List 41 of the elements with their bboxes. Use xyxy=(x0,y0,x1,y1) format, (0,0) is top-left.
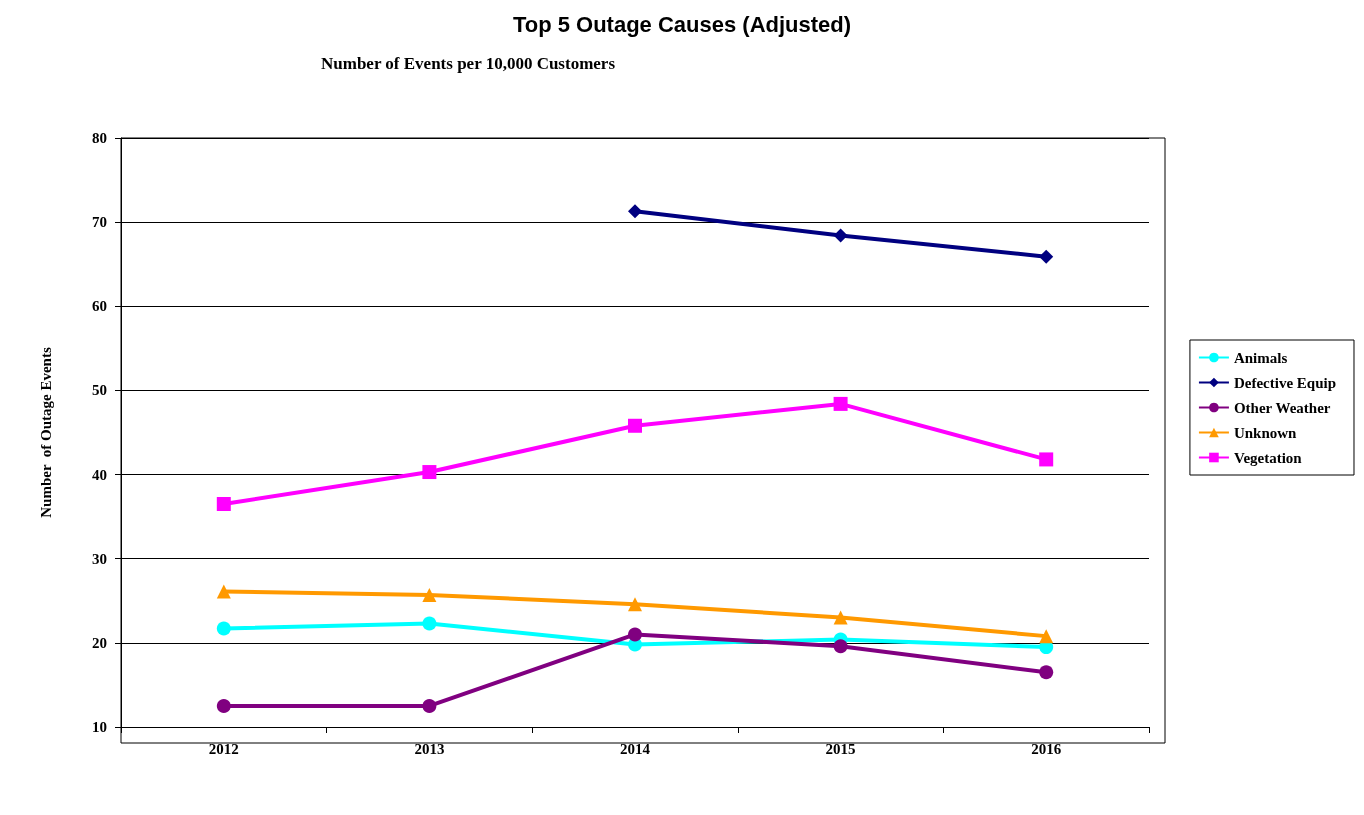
point xyxy=(216,698,231,713)
legend-label: Vegetation xyxy=(1233,449,1303,466)
legend-label: Animals xyxy=(1233,349,1288,366)
point xyxy=(422,587,437,602)
point xyxy=(1039,629,1054,644)
point xyxy=(833,228,848,243)
legend-label: Defective Equip xyxy=(1233,374,1337,391)
chart-title: Top 5 Outage Causes (Adjusted) xyxy=(512,11,852,37)
point xyxy=(422,698,437,713)
point xyxy=(833,639,848,654)
x-tick-label: 2016 xyxy=(1031,740,1062,757)
y-tick-label: 10 xyxy=(92,719,107,735)
point xyxy=(216,621,231,636)
y-tick-label: 60 xyxy=(92,298,107,315)
point xyxy=(1039,452,1054,467)
point xyxy=(422,616,437,631)
x-tick-label: 2015 xyxy=(825,740,856,757)
chart-subtitle: Number of Events per 10,000 Customers xyxy=(320,54,616,73)
point xyxy=(1039,249,1054,264)
point xyxy=(628,418,642,433)
point xyxy=(833,396,848,411)
y-tick-label: 80 xyxy=(92,130,107,146)
x-tick-label: 2013 xyxy=(414,740,445,757)
point xyxy=(628,204,642,219)
y-tick-label: 20 xyxy=(92,634,107,651)
point xyxy=(1039,665,1054,680)
x-tick-label: 2012 xyxy=(208,740,239,757)
point xyxy=(216,497,231,512)
point xyxy=(833,610,848,625)
y-tick-label: 30 xyxy=(92,550,107,567)
point xyxy=(628,597,642,612)
legend-label: Other Weather xyxy=(1233,399,1331,416)
y-axis-title: Number of Outage Events xyxy=(37,347,54,518)
y-tick-label: 40 xyxy=(92,466,107,483)
legend-label: Unknown xyxy=(1233,424,1298,441)
point xyxy=(422,465,437,480)
point xyxy=(628,627,642,642)
y-tick-label: 70 xyxy=(92,214,107,231)
point xyxy=(216,584,231,599)
y-tick-label: 50 xyxy=(92,382,107,399)
x-tick-label: 2014 xyxy=(620,740,651,757)
